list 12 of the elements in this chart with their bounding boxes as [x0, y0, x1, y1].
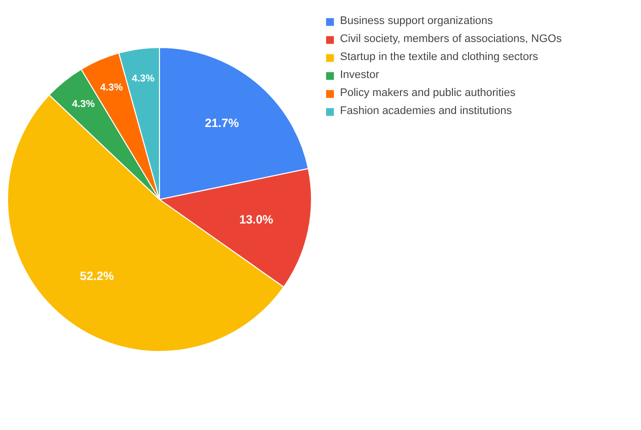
data-label: 4.3%: [132, 74, 155, 85]
legend-label: Startup in the textile and clothing sectors: [340, 50, 538, 64]
legend-label: Civil society, members of associations, NGOs: [340, 32, 562, 46]
legend-label: Investor: [340, 68, 380, 82]
legend-label: Policy makers and public authorities: [340, 86, 516, 100]
data-label: 13.0%: [239, 212, 274, 227]
data-label: 4.3%: [100, 82, 123, 94]
legend-label: Business support organizations: [340, 14, 493, 28]
legend-label: Fashion academies and institutions: [340, 104, 512, 118]
data-label: 21.7%: [204, 116, 240, 130]
data-label: 52.2%: [80, 268, 114, 283]
data-label: 4.3%: [72, 99, 95, 110]
